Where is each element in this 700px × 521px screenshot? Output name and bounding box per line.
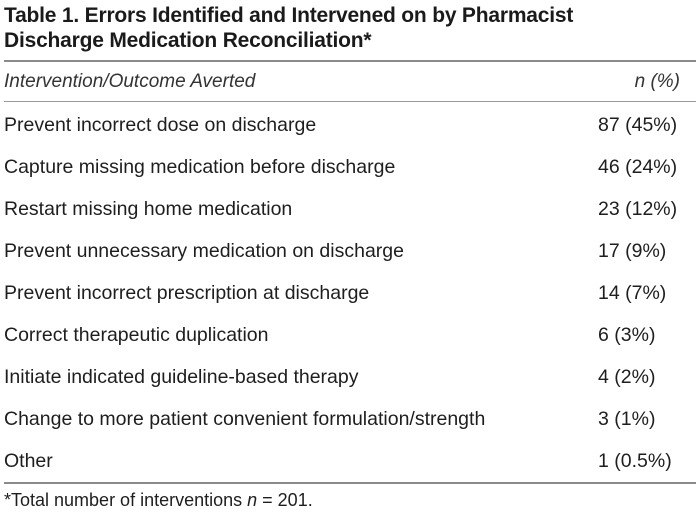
row-label: Prevent incorrect dose on discharge — [4, 113, 317, 136]
table-header-row: Intervention/Outcome Averted n (%) — [4, 62, 696, 101]
row-value: 1 (0.5%) — [598, 449, 672, 472]
table-row: Capture missing medication before discha… — [4, 146, 696, 188]
table-title-line-1: Table 1. Errors Identified and Intervene… — [4, 4, 574, 27]
row-value: 23 (12%) — [598, 197, 678, 220]
row-label: Capture missing medication before discha… — [4, 155, 396, 178]
row-value: 6 (3%) — [598, 323, 656, 346]
table-body: Prevent incorrect dose on discharge 87 (… — [4, 102, 696, 482]
row-value: 87 (45%) — [598, 113, 678, 136]
top-rule — [4, 60, 696, 62]
row-label: Restart missing home medication — [4, 197, 293, 220]
table-footnote: *Total number of interventions n = 201. — [4, 490, 696, 511]
table-title-line-2: Discharge Medication Reconciliation* — [4, 29, 372, 52]
row-value: 3 (1%) — [598, 407, 656, 430]
table-row: Change to more patient convenient formul… — [4, 398, 696, 440]
table-row: Correct therapeutic duplication 6 (3%) — [4, 314, 696, 356]
bottom-rule — [4, 482, 696, 484]
footnote-prefix: *Total number of interventions — [4, 490, 248, 510]
table-row: Prevent incorrect dose on discharge 87 (… — [4, 104, 696, 146]
header-n-percent: n (%) — [634, 70, 680, 92]
row-value: 4 (2%) — [598, 365, 656, 388]
footnote-n-symbol: n — [247, 490, 258, 510]
header-rule — [4, 101, 696, 102]
table-title: Table 1. Errors Identified and Intervene… — [4, 0, 696, 53]
row-value: 14 (7%) — [598, 281, 667, 304]
row-value: 46 (24%) — [598, 155, 678, 178]
footnote-suffix: = 201. — [257, 490, 313, 510]
header-intervention: Intervention/Outcome Averted — [4, 70, 256, 92]
table-row: Other 1 (0.5%) — [4, 440, 696, 482]
row-label: Change to more patient convenient formul… — [4, 407, 486, 430]
table-row: Prevent incorrect prescription at discha… — [4, 272, 696, 314]
table-row: Initiate indicated guideline-based thera… — [4, 356, 696, 398]
row-label: Initiate indicated guideline-based thera… — [4, 365, 359, 388]
table-row: Prevent unnecessary medication on discha… — [4, 230, 696, 272]
row-value: 17 (9%) — [598, 239, 667, 262]
row-label: Prevent unnecessary medication on discha… — [4, 239, 404, 262]
row-label: Correct therapeutic duplication — [4, 323, 269, 346]
row-label: Prevent incorrect prescription at discha… — [4, 281, 370, 304]
table-row: Restart missing home medication 23 (12%) — [4, 188, 696, 230]
row-label: Other — [4, 449, 53, 472]
